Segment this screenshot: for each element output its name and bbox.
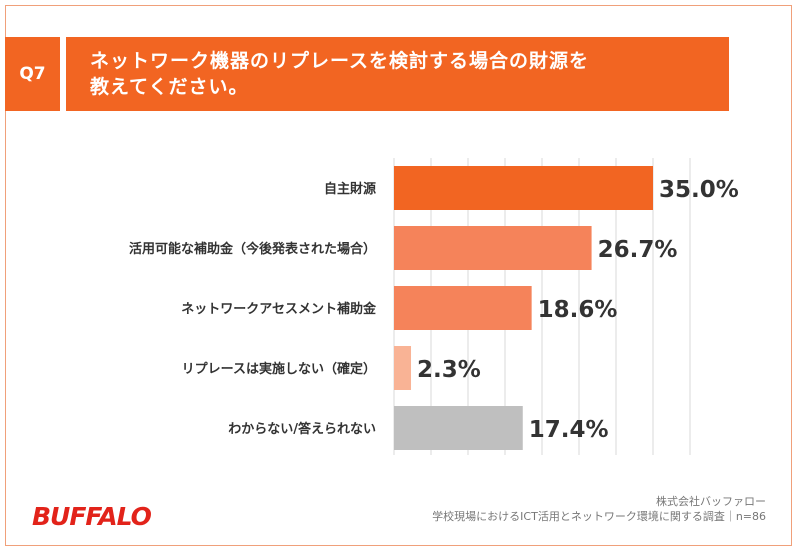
bar [394, 346, 412, 390]
category-label: 自主財源 [324, 181, 376, 197]
bar [394, 226, 592, 270]
source-survey: 学校現場におけるICT活用とネットワーク環境に関する調査｜n=86 [432, 510, 766, 523]
buffalo-logo: BUFFALO [32, 502, 152, 531]
bar [394, 286, 532, 330]
question-title-line-2: 教えてください。 [90, 76, 249, 98]
data-label: 18.6% [538, 297, 618, 323]
data-label: 2.3% [417, 357, 481, 383]
category-label: わからない/答えられない [228, 421, 376, 437]
question-title: ネットワーク機器のリプレースを検討する場合の財源を 教えてください。 [66, 37, 729, 111]
source-note: 株式会社バッファロー 学校現場におけるICT活用とネットワーク環境に関する調査｜… [432, 494, 766, 524]
data-label: 17.4% [529, 417, 609, 443]
category-label: ネットワークアセスメント補助金 [181, 301, 377, 317]
question-number-box: Q7 [5, 37, 60, 111]
data-label: 35.0% [659, 177, 739, 203]
figure-frame [5, 5, 792, 546]
bar [394, 406, 523, 450]
source-company: 株式会社バッファロー [656, 495, 766, 508]
bar [394, 166, 653, 210]
question-title-line-1: ネットワーク機器のリプレースを検討する場合の財源を [90, 50, 590, 72]
data-label: 26.7% [598, 237, 678, 263]
question-number: Q7 [19, 64, 46, 84]
category-label: 活用可能な補助金（今後発表された場合） [129, 241, 376, 257]
category-label: リプレースは実施しない（確定） [182, 361, 376, 377]
